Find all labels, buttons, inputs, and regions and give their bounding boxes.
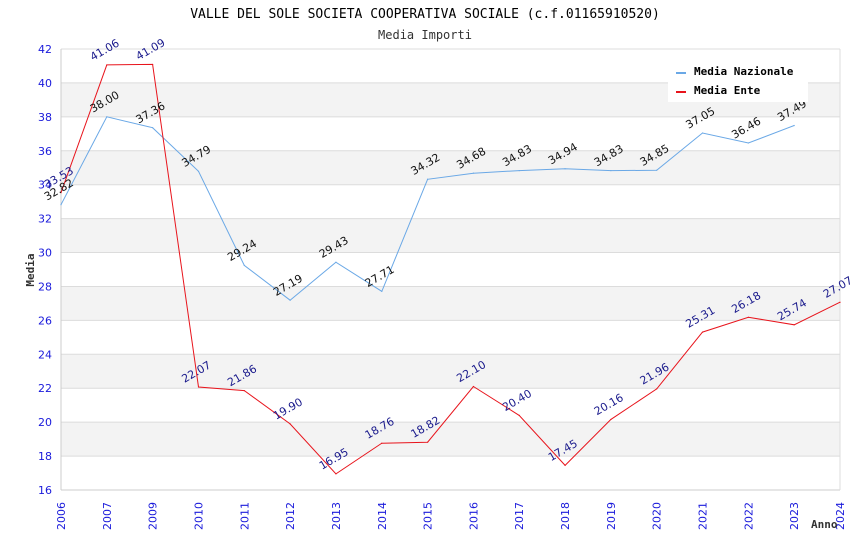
data-point (381, 442, 383, 444)
data-point (152, 63, 154, 66)
grid-lines (61, 48, 840, 491)
data-point (564, 168, 566, 170)
x-tick-label: 2011 (238, 502, 251, 530)
data-point (656, 169, 658, 171)
y-tick-label: 24 (38, 348, 52, 361)
data-point (518, 170, 520, 172)
x-tick-label: 2015 (422, 502, 435, 530)
x-tick-label: 2009 (147, 502, 160, 530)
data-point (106, 64, 108, 66)
y-tick-label: 38 (38, 111, 52, 124)
grid-band (61, 218, 840, 253)
x-tick-label: 2017 (513, 502, 526, 530)
data-label: 20.40 (500, 387, 534, 414)
data-point (656, 388, 658, 390)
y-tick-label: 22 (38, 382, 52, 395)
data-point (426, 178, 429, 180)
data-point (793, 124, 795, 127)
grid-bands (61, 82, 840, 457)
series-group (60, 63, 841, 475)
data-point (335, 473, 337, 475)
y-tick-label: 26 (38, 314, 52, 327)
y-tick-label: 20 (38, 416, 52, 429)
data-point (289, 423, 291, 425)
data-point (472, 385, 475, 388)
data-point (152, 127, 154, 129)
x-tick-label: 2023 (788, 502, 801, 530)
data-point (747, 316, 749, 318)
data-point (381, 290, 383, 292)
y-tick-label: 32 (38, 213, 52, 226)
data-point (60, 192, 62, 194)
data-point (243, 390, 245, 392)
chart-title: VALLE DEL SOLE SOCIETA COOPERATIVA SOCIA… (190, 7, 660, 22)
legend: Media Nazionale Media Ente (668, 60, 808, 102)
data-label: 41.09 (134, 36, 168, 63)
data-point (289, 299, 291, 301)
x-tick-label: 2013 (330, 502, 343, 530)
legend-label-media-ente: Media Ente (694, 84, 761, 97)
y-tick-label: 40 (38, 77, 52, 90)
chart-subtitle: Media Importi (378, 28, 472, 42)
x-axis-title: Anno (811, 518, 838, 531)
y-tick-label: 30 (38, 247, 52, 260)
grid-band (61, 422, 840, 457)
data-label: 20.16 (592, 391, 626, 418)
y-tick-label: 28 (38, 280, 52, 293)
data-point (60, 204, 62, 206)
data-label: 27.71 (363, 263, 397, 290)
data-point (747, 142, 749, 144)
data-point (839, 301, 841, 303)
x-tick-label: 2014 (376, 502, 389, 530)
data-label: 36.46 (729, 115, 763, 142)
x-tick-label: 2022 (742, 502, 755, 530)
data-point (610, 418, 612, 421)
data-point (197, 170, 200, 172)
legend-background (668, 60, 808, 102)
x-tick-label: 2010 (192, 502, 205, 530)
y-tick-label: 36 (38, 145, 52, 158)
series-line-media-nazionale (60, 116, 795, 301)
x-tick-label: 2018 (559, 502, 572, 530)
grid-band (61, 354, 840, 389)
y-axis-ticks: 16 18 20 22 24 26 28 30 32 34 36 38 40 42 (38, 43, 52, 497)
data-point (701, 132, 704, 134)
grid-band (61, 286, 840, 321)
x-tick-label: 2007 (101, 502, 114, 530)
y-tick-label: 42 (38, 43, 52, 56)
x-tick-label: 2012 (284, 502, 297, 530)
x-tick-label: 2020 (651, 502, 664, 530)
data-point (610, 170, 612, 172)
grid-band (61, 150, 840, 185)
axes (60, 49, 841, 491)
data-point (564, 464, 566, 467)
data-point (793, 324, 795, 326)
x-tick-label: 2006 (55, 502, 68, 530)
series-line-media-ente (60, 63, 841, 475)
x-tick-label: 2024 (834, 502, 847, 530)
data-point (701, 331, 704, 333)
data-label: 41.06 (88, 37, 122, 64)
data-point (243, 264, 245, 267)
legend-label-media-nazionale: Media Nazionale (694, 65, 794, 78)
y-tick-label: 16 (38, 484, 52, 497)
x-axis-ticks: 2006 2007 2009 2010 2011 2012 2013 2014 2015 2016… (55, 502, 847, 530)
y-tick-label: 34 (38, 179, 52, 192)
y-axis-title: Media (24, 253, 37, 286)
data-point (426, 441, 429, 443)
data-point (197, 386, 200, 388)
data-point (106, 116, 108, 118)
data-point (335, 261, 337, 263)
data-point (472, 172, 475, 174)
x-tick-label: 2021 (697, 502, 710, 530)
x-tick-label: 2016 (467, 502, 480, 530)
data-label: 19.90 (271, 395, 305, 422)
y-tick-label: 18 (38, 450, 52, 463)
x-tick-label: 2019 (605, 502, 618, 530)
data-point (518, 414, 520, 416)
